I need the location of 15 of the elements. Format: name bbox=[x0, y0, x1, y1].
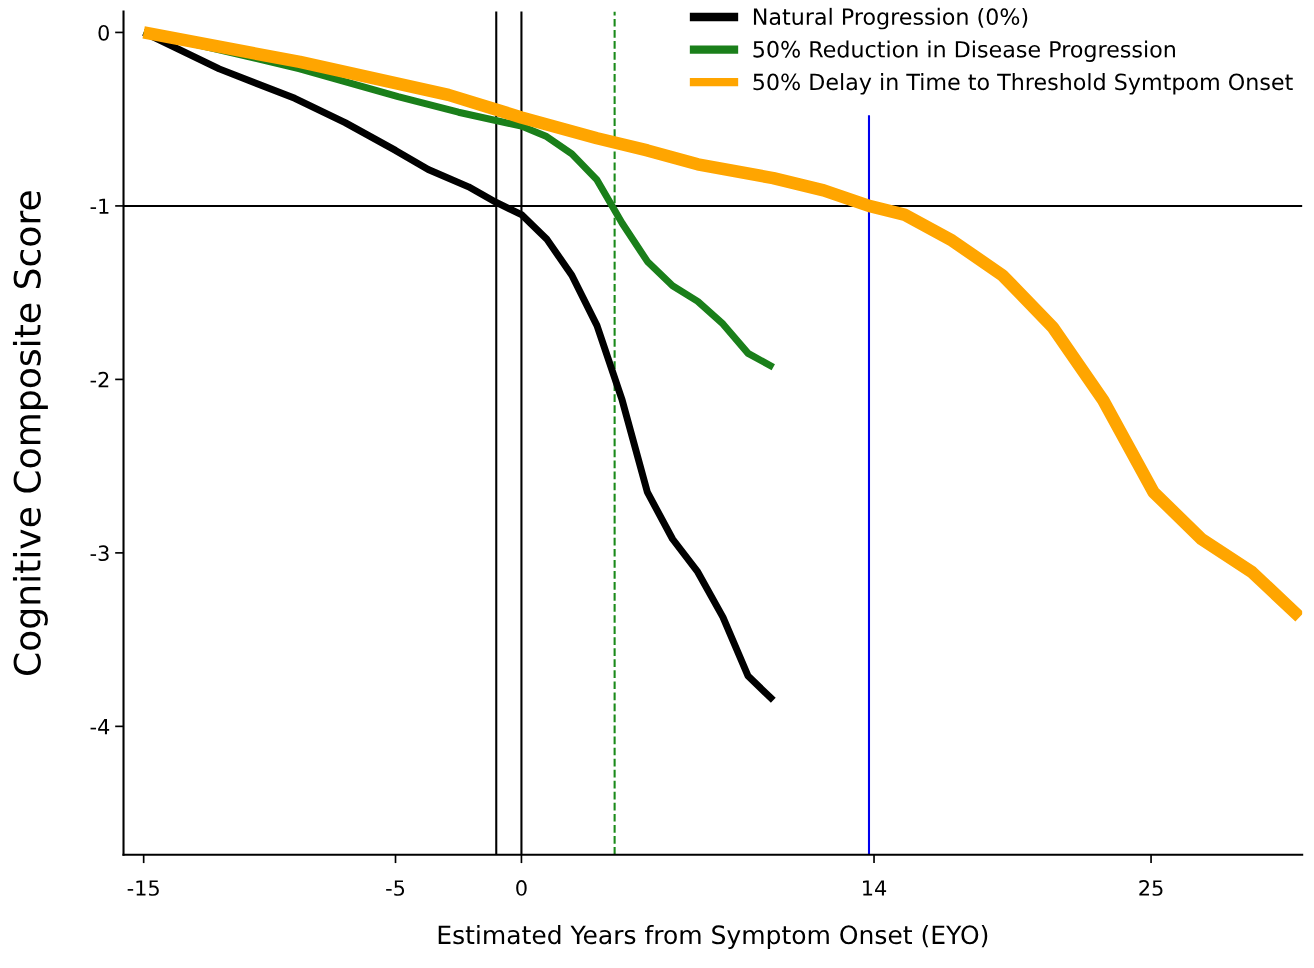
x-tick-label: 14 bbox=[863, 880, 887, 896]
x-tick-label: 0 bbox=[516, 880, 527, 896]
legend-label: 50% Delay in Time to Threshold Symtpom Onset bbox=[753, 73, 1293, 95]
x-axis-title: Estimated Years from Symptom Onset (EYO) bbox=[438, 924, 988, 950]
x-tick-label: 25 bbox=[1139, 880, 1163, 896]
legend-label: 50% Reduction in Disease Progression bbox=[753, 40, 1175, 62]
y-tick-label: -2 bbox=[90, 371, 109, 388]
x-tick-label: -15 bbox=[127, 880, 159, 896]
y-tick-label: -4 bbox=[90, 719, 110, 735]
y-tick-label: -1 bbox=[90, 198, 109, 214]
y-tick-label: -3 bbox=[90, 545, 109, 562]
legend-label: Natural Progression (0%) bbox=[753, 7, 1028, 30]
y-tick-label: 0 bbox=[98, 24, 109, 41]
y-axis-title: Cognitive Composite Score bbox=[12, 191, 48, 676]
x-tick-label: -5 bbox=[386, 880, 405, 896]
